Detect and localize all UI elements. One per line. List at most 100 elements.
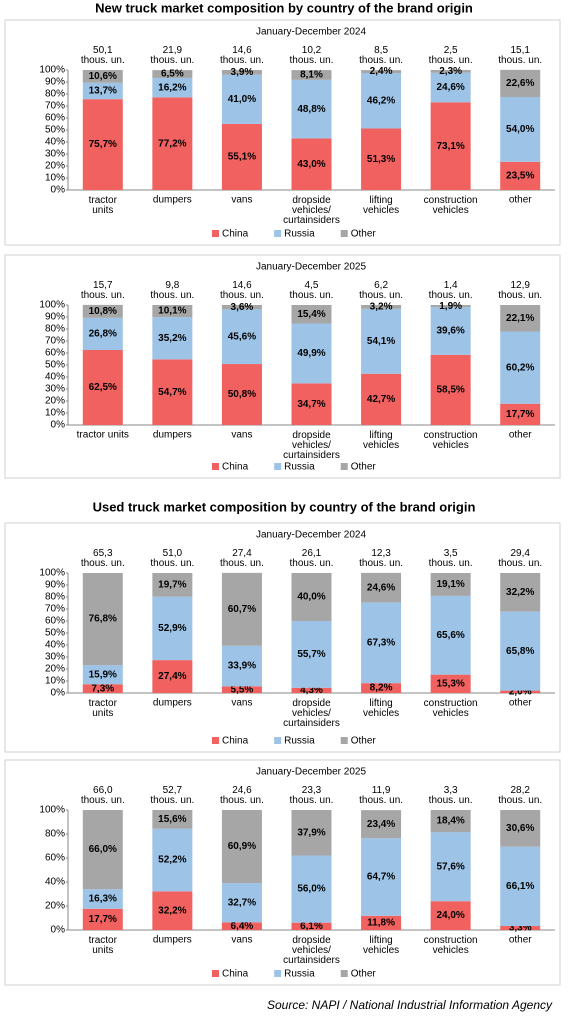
chart-title: January-December 2025: [256, 262, 366, 273]
bar-segment: [430, 810, 471, 833]
value-label: 6,4%: [231, 921, 254, 932]
bar-segment: [152, 305, 193, 318]
bar-segment: [152, 596, 193, 661]
value-label: 15,9%: [89, 669, 117, 680]
section-heading: Used truck market composition by country…: [93, 499, 476, 514]
value-label: 7,3%: [91, 683, 114, 694]
y-tick-label: 70%: [45, 604, 65, 615]
bar-segment: [361, 602, 402, 684]
bar-segment: [430, 674, 471, 693]
bar-segment: [430, 573, 471, 596]
y-tick-label: 0%: [51, 688, 66, 699]
x-tick-label: dumpers: [153, 430, 192, 441]
value-label: 32,2%: [506, 587, 534, 598]
y-tick-label: 60%: [45, 853, 65, 864]
total-label: 15,1 thous. un.: [498, 45, 542, 66]
bar-segment: [361, 73, 402, 129]
bar-segment: [221, 883, 262, 923]
x-tick-label: other: [509, 935, 532, 946]
legend-label: Other: [351, 736, 377, 747]
value-label: 19,7%: [158, 579, 186, 590]
y-tick-label: 100%: [39, 65, 65, 76]
bar-segment: [500, 690, 541, 693]
x-tick-label: lifting vehicles: [363, 430, 399, 451]
legend-label: Russia: [284, 736, 315, 747]
value-label: 60,9%: [228, 841, 256, 852]
y-tick-label: 20%: [45, 901, 65, 912]
value-label: 34,7%: [297, 399, 325, 410]
bar-segment: [430, 70, 471, 73]
legend-label: Russia: [284, 969, 315, 980]
value-label: 24,6%: [367, 582, 395, 593]
bar-segment: [291, 70, 332, 80]
value-label: 50,8%: [228, 389, 256, 400]
total-label: 6,2 thous. un.: [359, 280, 403, 301]
x-tick-label: lifting vehicles: [363, 935, 399, 956]
value-label: 56,0%: [297, 884, 325, 895]
y-tick-label: 60%: [45, 616, 65, 627]
bar-segment: [291, 79, 332, 139]
bar-segment: [500, 305, 541, 332]
x-tick-label: tractor units: [77, 430, 129, 441]
y-tick-label: 20%: [45, 664, 65, 675]
section-heading: New truck market composition by country …: [95, 0, 473, 15]
value-label: 57,6%: [436, 861, 464, 872]
y-tick-label: 90%: [45, 77, 65, 88]
bar-segment: [152, 828, 193, 892]
x-tick-label: lifting vehicles: [363, 698, 399, 719]
x-tick-label: vans: [231, 935, 252, 946]
value-label: 32,2%: [158, 905, 186, 916]
value-label: 39,6%: [436, 326, 464, 337]
value-label: 22,6%: [506, 78, 534, 89]
value-label: 10,6%: [89, 71, 117, 82]
value-label: 52,9%: [158, 623, 186, 634]
legend-swatch: [212, 230, 219, 237]
x-tick-label: construction vehicles: [424, 430, 478, 451]
y-tick-label: 40%: [45, 137, 65, 148]
y-tick-label: 0%: [51, 185, 66, 196]
bar-segment: [500, 573, 541, 612]
legend-swatch: [340, 737, 348, 744]
bar-segment: [152, 97, 193, 190]
bar-segment: [82, 908, 123, 930]
x-tick-label: tractor units: [89, 698, 118, 719]
total-label: 26,1 thous. un.: [290, 548, 334, 569]
value-label: 3,9%: [231, 67, 254, 78]
bar-segment: [430, 354, 471, 425]
legend-swatch: [212, 970, 219, 977]
x-tick-label: other: [509, 698, 532, 709]
value-label: 66,0%: [89, 844, 117, 855]
bar-segment: [361, 70, 402, 73]
bar-segment: [221, 686, 262, 693]
x-tick-label: lifting vehicles: [363, 195, 399, 216]
total-label: 11,9 thous. un.: [359, 785, 403, 806]
bar-segment: [291, 305, 332, 324]
bar-segment: [430, 307, 471, 355]
bar-segment: [291, 573, 332, 621]
value-label: 58,5%: [436, 385, 464, 396]
value-label: 52,2%: [158, 855, 186, 866]
bar-segment: [152, 660, 193, 693]
bar-segment: [500, 403, 541, 425]
chart-title: January-December 2024: [256, 530, 366, 541]
value-label: 41,0%: [228, 94, 256, 105]
bar-segment: [82, 889, 123, 909]
legend-label: Other: [351, 969, 377, 980]
bar-segment: [500, 926, 541, 930]
bar-segment: [152, 573, 193, 597]
bar-segment: [291, 810, 332, 856]
value-label: 35,2%: [158, 333, 186, 344]
bar-segment: [291, 323, 332, 384]
value-label: 2,3%: [439, 66, 462, 77]
total-label: 52,7 thous. un.: [150, 785, 194, 806]
bar-segment: [82, 70, 123, 83]
value-label: 13,7%: [89, 86, 117, 97]
legend-swatch: [274, 737, 282, 744]
total-label: 51,0 thous. un.: [150, 548, 194, 569]
value-label: 75,7%: [89, 139, 117, 150]
y-tick-label: 30%: [45, 652, 65, 663]
legend-swatch: [340, 230, 348, 237]
value-label: 37,9%: [297, 827, 325, 838]
total-label: 21,9 thous. un.: [150, 45, 194, 66]
value-label: 19,1%: [436, 579, 464, 590]
